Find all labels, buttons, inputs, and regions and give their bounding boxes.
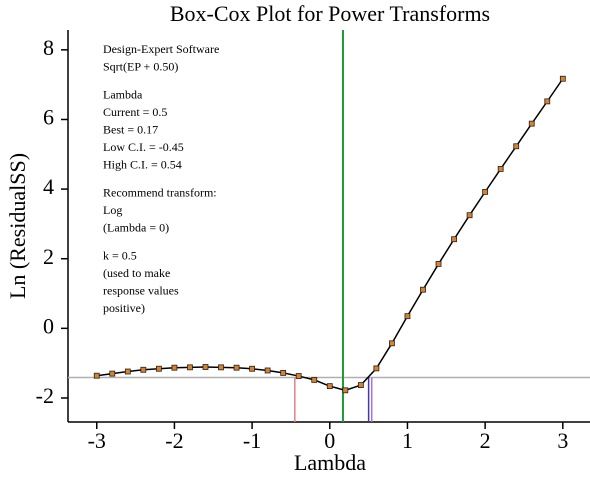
data-point [389, 340, 395, 347]
annotation: Recommend transform: [103, 185, 217, 199]
annotation: response values [103, 283, 179, 297]
data-point [280, 370, 287, 376]
data-point [311, 376, 318, 383]
x-tick-label: 1 [402, 428, 413, 453]
data-point [497, 166, 504, 172]
data-point [435, 261, 442, 267]
annotation: Current = 0.5 [103, 105, 167, 119]
data-point [295, 373, 302, 379]
data-point [233, 364, 240, 371]
y-axis-label: Ln (ResidualSS) [5, 153, 30, 299]
data-point [528, 120, 535, 127]
data-point [202, 364, 209, 370]
y-tick-label: 0 [43, 313, 54, 338]
data-point [482, 188, 489, 195]
annotation: (Lambda = 0) [103, 220, 169, 234]
data-point [451, 236, 457, 243]
annotation: Best = 0.17 [103, 122, 158, 136]
data-point [559, 75, 566, 82]
data-point [404, 313, 411, 320]
annotation: Design-Expert Software [103, 42, 219, 56]
data-point [109, 370, 116, 377]
x-axis-label: Lambda [294, 450, 366, 475]
data-point [420, 286, 426, 293]
chart-title: Box-Cox Plot for Power Transforms [170, 1, 490, 26]
y-tick-label: 8 [43, 35, 54, 60]
annotation: Sqrt(EP + 0.50) [103, 59, 178, 73]
data-point [249, 365, 255, 372]
data-point [187, 364, 193, 371]
annotation: Low C.I. = -0.45 [103, 140, 184, 154]
data-point [513, 143, 520, 150]
data-point [140, 366, 147, 373]
data-line [96, 78, 564, 392]
data-point [466, 212, 473, 219]
data-point [218, 364, 224, 371]
x-tick-label: -1 [243, 428, 261, 453]
data-point [544, 98, 551, 105]
annotation: Lambda [103, 87, 143, 101]
data-point [342, 387, 349, 394]
annotation: (used to make [103, 266, 170, 280]
data-point [124, 368, 131, 375]
data-point [357, 382, 364, 388]
annotation: Log [103, 203, 122, 217]
y-tick-label: 6 [43, 105, 54, 130]
y-tick-label: 4 [43, 174, 54, 199]
x-tick-label: -3 [88, 428, 106, 453]
annotation: positive) [103, 301, 145, 315]
data-point [373, 365, 380, 372]
data-point [264, 367, 271, 374]
y-tick-label: 2 [43, 244, 54, 269]
x-tick-label: 2 [480, 428, 491, 453]
x-tick-label: 3 [557, 428, 568, 453]
data-point [155, 365, 162, 372]
data-point [93, 372, 100, 379]
annotation: k = 0.5 [103, 248, 137, 262]
x-tick-label: 0 [324, 428, 335, 453]
y-tick-label: -2 [36, 383, 54, 408]
x-tick-label: -2 [165, 428, 183, 453]
annotation: High C.I. = 0.54 [103, 157, 182, 171]
data-point [171, 364, 178, 371]
data-point [326, 383, 333, 390]
